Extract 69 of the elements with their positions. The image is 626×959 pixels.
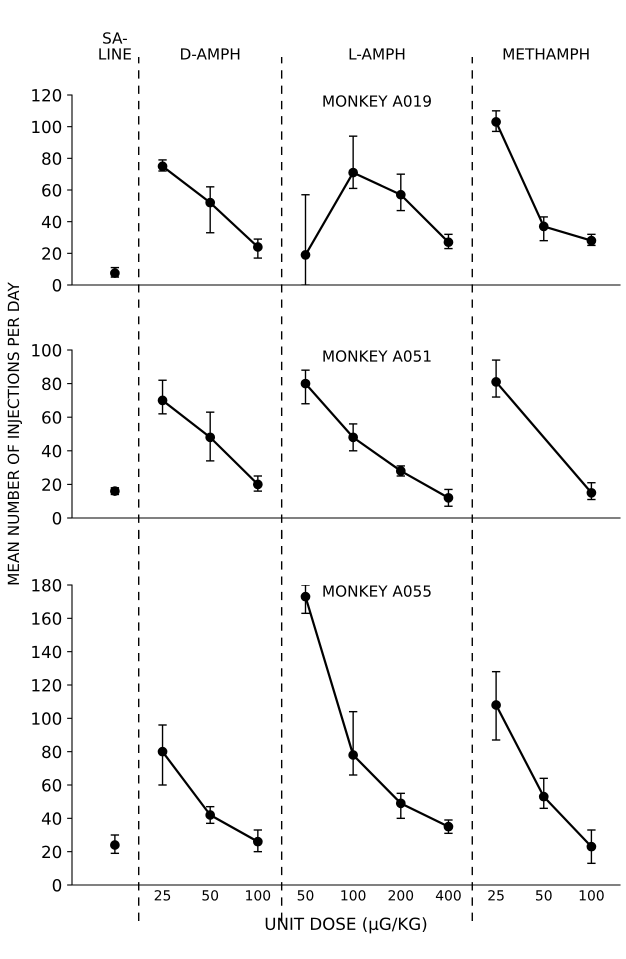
point <box>538 792 549 802</box>
y-tick-label: 20 <box>42 478 62 491</box>
point <box>205 432 216 442</box>
y-tick-label: 100 <box>32 712 62 725</box>
x-tick-label: 50 <box>298 890 314 901</box>
y-tick-label: 60 <box>42 778 62 792</box>
x-tick-label: 25 <box>488 890 504 901</box>
y-tick-label: 100 <box>32 120 62 134</box>
x-axis-title: UNIT DOSE (μG/KG) <box>266 917 426 934</box>
y-tick-label: 160 <box>32 612 62 625</box>
point <box>158 746 168 757</box>
y-tick-label: 60 <box>42 411 62 424</box>
annotation: MONKEY A055 <box>323 585 431 597</box>
point <box>348 168 358 178</box>
point <box>538 222 549 232</box>
x-tick-label: 50 <box>536 890 552 901</box>
point <box>444 237 454 248</box>
point <box>491 117 501 127</box>
annotation: MONKEY A051 <box>323 350 431 362</box>
y-tick-label: 80 <box>42 378 62 390</box>
y-tick-label: 120 <box>32 678 62 692</box>
point <box>205 198 216 208</box>
point <box>586 842 596 852</box>
point <box>300 378 310 388</box>
point <box>205 810 216 820</box>
y-axis-title: MEAN NUMBER OF INJECTIONS PER DAY <box>8 282 22 584</box>
y-tick-label: 0 <box>52 278 62 292</box>
y-tick-label: 180 <box>32 578 62 592</box>
point <box>252 480 263 490</box>
text: METHAMPH <box>504 48 589 60</box>
point <box>396 190 406 200</box>
y-tick-label: 60 <box>42 184 62 197</box>
y-tick-label: 0 <box>52 878 62 892</box>
x-tick-label: 50 <box>202 890 218 901</box>
point <box>110 840 120 850</box>
text: SA- LINE <box>99 32 131 60</box>
point <box>300 250 310 260</box>
y-tick-label: 80 <box>42 152 62 165</box>
point <box>396 798 406 808</box>
x-tick-label: 100 <box>580 890 604 901</box>
y-tick-label: 40 <box>42 812 62 825</box>
point <box>491 700 501 710</box>
point <box>252 242 263 252</box>
y-tick-label: 100 <box>32 344 62 357</box>
text: L-AMPH <box>350 48 404 60</box>
point <box>586 488 596 498</box>
point <box>300 592 310 602</box>
annotation: MONKEY A019 <box>323 95 431 107</box>
y-tick-label: 140 <box>32 646 62 658</box>
y-tick-label: 40 <box>42 216 62 228</box>
point <box>444 492 454 503</box>
x-tick-label: 25 <box>154 890 170 901</box>
x-tick-label: 200 <box>388 890 414 901</box>
point <box>158 396 168 406</box>
point <box>348 750 358 760</box>
y-tick-label: 80 <box>42 746 62 758</box>
y-tick-label: 20 <box>42 846 62 858</box>
x-tick-label: 100 <box>341 890 366 901</box>
y-tick-label: 120 <box>32 88 62 102</box>
x-tick-label: 100 <box>246 890 270 901</box>
point <box>252 836 263 847</box>
point <box>491 377 501 387</box>
point <box>348 432 358 442</box>
y-tick-label: 40 <box>42 444 62 458</box>
text: D-AMPH <box>181 48 240 60</box>
x-tick-label: 400 <box>436 890 461 901</box>
y-tick-label: 20 <box>42 247 62 260</box>
point <box>444 822 454 832</box>
y-tick-label: 0 <box>52 512 62 525</box>
